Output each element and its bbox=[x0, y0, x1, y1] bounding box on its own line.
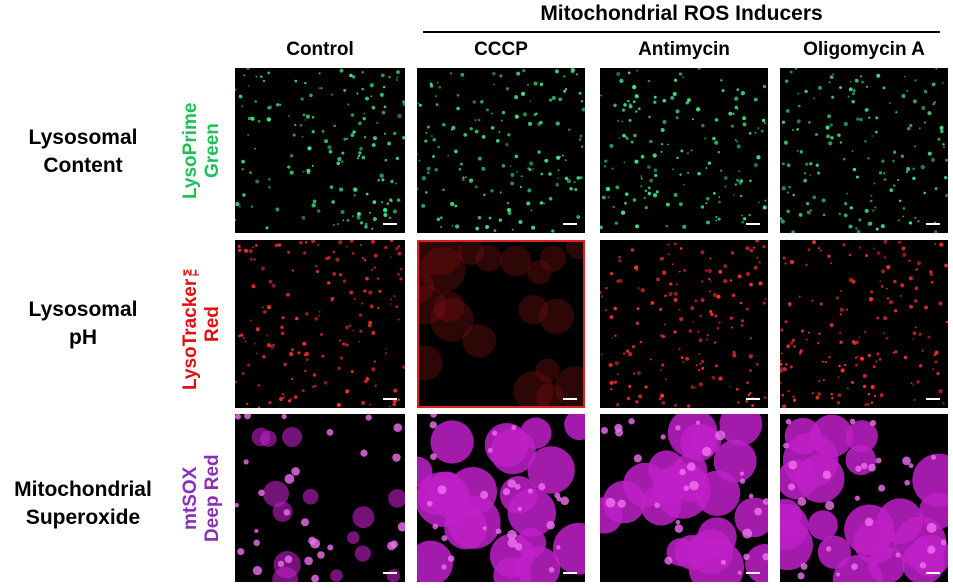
micrograph bbox=[600, 414, 768, 582]
micrograph bbox=[417, 68, 585, 233]
micrograph bbox=[780, 68, 948, 233]
column-label: CCCP bbox=[474, 39, 528, 60]
stain-label: LysoPrime Green bbox=[180, 102, 223, 199]
micrograph bbox=[780, 240, 948, 408]
micrograph-image bbox=[235, 414, 405, 582]
micrograph bbox=[417, 414, 585, 582]
micrograph bbox=[780, 414, 948, 582]
row-label: Mitochondrial Superoxide bbox=[14, 478, 152, 529]
row-label: Lysosomal pH bbox=[28, 298, 138, 349]
micrograph bbox=[235, 240, 405, 408]
stain-label: mtSOX Deep Red bbox=[180, 454, 223, 542]
row-label: Lysosomal Content bbox=[28, 126, 138, 177]
micrograph-image bbox=[600, 240, 767, 408]
micrograph-image bbox=[780, 68, 948, 233]
stain-label: LysoTracker™ Red bbox=[180, 257, 223, 391]
micrograph-image bbox=[600, 414, 768, 582]
micrograph-image bbox=[417, 240, 585, 408]
micrograph-image bbox=[417, 68, 585, 233]
micrograph-image bbox=[417, 414, 585, 582]
micrograph-image bbox=[235, 240, 405, 408]
micrograph-image bbox=[235, 68, 405, 230]
micrograph-image bbox=[600, 68, 767, 230]
group-title: Mitochondrial ROS Inducers bbox=[540, 2, 823, 25]
micrograph bbox=[417, 240, 585, 408]
column-label: Oligomycin A bbox=[803, 39, 925, 60]
column-label: Control bbox=[286, 39, 354, 60]
micrograph-image bbox=[780, 414, 948, 582]
micrograph bbox=[600, 68, 768, 233]
micrograph-image bbox=[780, 240, 948, 408]
micrograph bbox=[600, 240, 768, 408]
group-rule bbox=[423, 31, 940, 33]
micrograph bbox=[235, 68, 405, 233]
column-label: Antimycin bbox=[638, 39, 730, 60]
micrograph bbox=[235, 414, 405, 582]
